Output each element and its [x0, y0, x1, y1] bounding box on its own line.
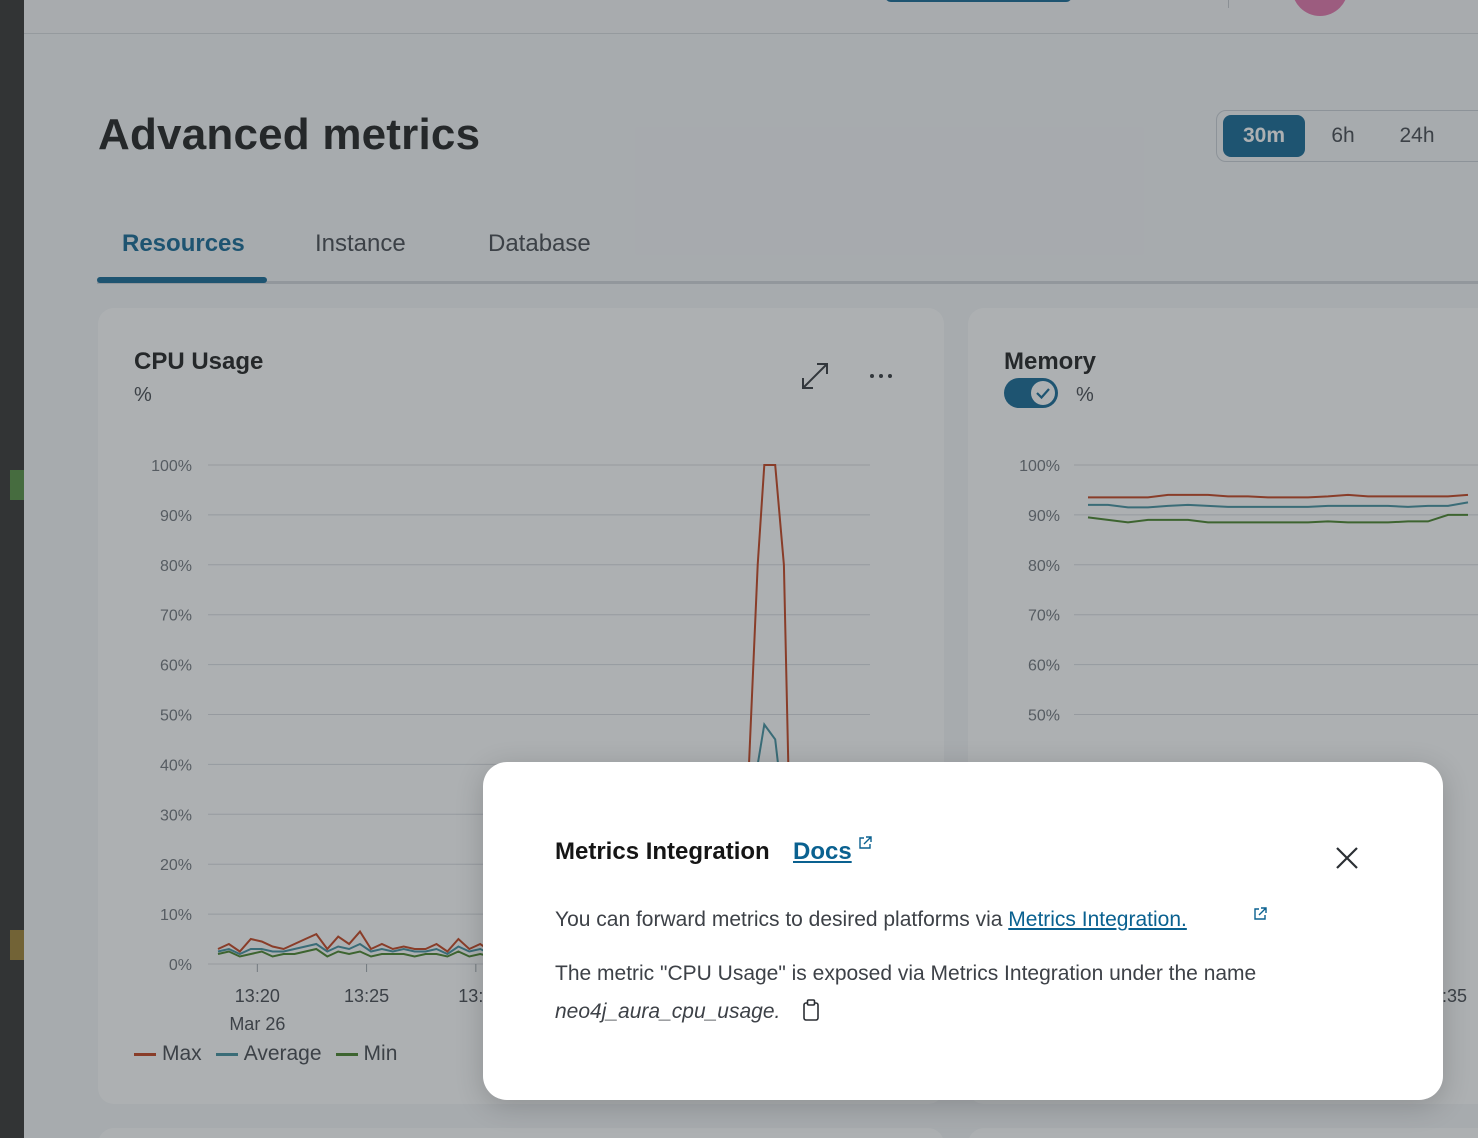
legend-item-min: Min [335, 1042, 398, 1066]
dialog-line-2: The metric "CPU Usage" is exposed via Me… [555, 962, 1257, 985]
memory-card-unit: % [1076, 384, 1094, 406]
top-bar [24, 0, 1478, 34]
next-card [968, 1128, 1478, 1138]
memory-percent-toggle[interactable] [1004, 378, 1058, 408]
memory-card-title: Memory [1004, 348, 1097, 375]
legend-label-max: Max [162, 1042, 202, 1065]
cpu-x-date-label: Mar 26 [229, 1014, 285, 1034]
memory-x-tick: :35 [1442, 986, 1468, 1006]
cpu-y-tick-label: 30% [160, 807, 192, 824]
next-card [98, 1128, 944, 1138]
left-strip-mark [10, 470, 24, 500]
metrics-integration-link[interactable]: Metrics Integration. [1008, 908, 1187, 931]
memory-y-tick-label: 80% [1028, 558, 1060, 575]
memory-chart: 50% 60% 70% 80% 90% 100% [1019, 458, 1478, 725]
cpu-x-tick-label: 13:25 [344, 986, 389, 1006]
top-bar-divider [1228, 0, 1229, 8]
external-link-icon [859, 836, 872, 849]
memory-y-tick-label: 90% [1028, 508, 1060, 525]
time-range-30m-button[interactable]: 30m [1223, 115, 1305, 157]
memory-y-tick-label: 50% [1028, 708, 1060, 725]
memory-series-max [1088, 493, 1469, 499]
active-tab-indicator [97, 277, 267, 283]
legend-item-max: Max [134, 1042, 202, 1066]
memory-y-tick-label: 100% [1019, 458, 1060, 475]
legend-swatch [215, 1052, 238, 1056]
copy-icon[interactable] [801, 998, 821, 1022]
legend-swatch [335, 1052, 358, 1056]
external-link-icon [1254, 907, 1267, 920]
toggle-knob [1031, 381, 1055, 405]
cpu-x-tick-label: 13:20 [235, 986, 280, 1006]
legend-swatch [134, 1052, 156, 1056]
cpu-card-title: CPU Usage [134, 348, 264, 375]
time-range-selector: 30m 6h 24h [1216, 110, 1478, 162]
cpu-y-tick-label: 60% [160, 658, 192, 675]
cpu-y-tick-label: 40% [160, 757, 192, 774]
legend-label-average: Average [243, 1042, 322, 1065]
app-window: Advanced metrics 30m 6h 24h Resources In… [24, 0, 1478, 1138]
cpu-y-tick-label: 0% [169, 957, 192, 974]
dialog-line-1-text: You can forward metrics to desired platf… [555, 908, 1009, 931]
cpu-y-tick-label: 100% [151, 458, 192, 475]
close-icon[interactable] [1331, 842, 1363, 874]
cpu-y-tick-label: 90% [160, 508, 192, 525]
tab-resources[interactable]: Resources [122, 230, 245, 257]
check-icon [1036, 388, 1050, 400]
metric-name: neo4j_aura_cpu_usage. [555, 1000, 781, 1023]
cpu-y-tick-label: 80% [160, 558, 192, 575]
more-horizontal-icon[interactable] [865, 360, 897, 392]
legend-label-min: Min [363, 1042, 398, 1065]
cpu-y-tick-label: 10% [160, 907, 192, 924]
avatar[interactable] [1292, 0, 1348, 16]
dialog-title: Metrics Integration [555, 838, 770, 865]
left-edge-strip [0, 0, 24, 1138]
tab-database[interactable]: Database [488, 230, 591, 257]
metrics-integration-dialog: Metrics Integration Docs You can forward… [483, 762, 1443, 1100]
tab-instance[interactable]: Instance [315, 230, 406, 257]
time-range-24h-button[interactable]: 24h [1399, 124, 1435, 147]
expand-icon[interactable] [799, 360, 831, 392]
memory-y-tick-label: 70% [1028, 608, 1060, 625]
metrics-tabs: Resources Instance Database [97, 220, 1478, 284]
docs-link[interactable]: Docs [793, 838, 852, 865]
left-strip-mark [10, 930, 24, 960]
cpu-y-tick-label: 70% [160, 608, 192, 625]
cpu-card-unit: % [134, 384, 152, 406]
time-range-6h-button[interactable]: 6h [1331, 124, 1355, 147]
cpu-chart-legend: Max Average Min [134, 1042, 397, 1066]
memory-y-tick-label: 60% [1028, 658, 1060, 675]
cpu-y-tick-label: 50% [160, 708, 192, 725]
dialog-line-1: You can forward metrics to desired platf… [555, 908, 1187, 932]
page-title: Advanced metrics [98, 110, 481, 159]
memory-series-min [1087, 513, 1468, 524]
cpu-y-tick-label: 20% [160, 857, 192, 874]
legend-item-average: Average [215, 1042, 322, 1066]
memory-series-average [1088, 501, 1469, 509]
